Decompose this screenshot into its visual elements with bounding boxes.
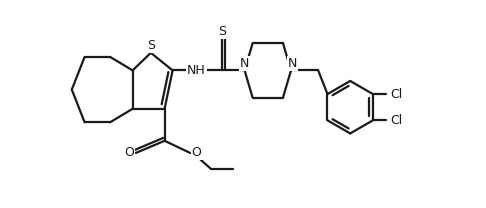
Text: O: O: [191, 146, 202, 160]
Text: NH: NH: [187, 64, 206, 77]
Text: N: N: [240, 57, 249, 70]
Text: N: N: [288, 57, 297, 70]
Text: S: S: [218, 25, 226, 38]
Text: S: S: [147, 39, 155, 52]
Text: O: O: [124, 146, 134, 160]
Text: Cl: Cl: [391, 114, 403, 127]
Text: Cl: Cl: [391, 88, 403, 101]
